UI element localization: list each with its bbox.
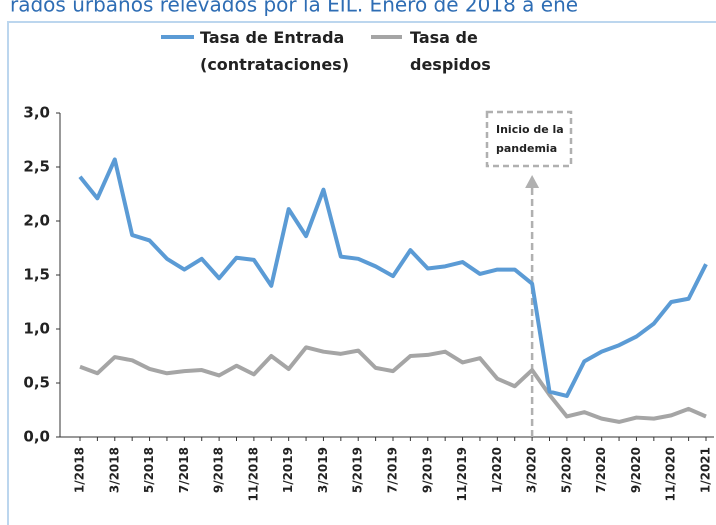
arrow-head (525, 175, 540, 188)
series-line (79, 345, 707, 424)
legend-label: Tasa de Entrada (contrataciones) (200, 28, 349, 74)
y-tick-label: 1,5 (23, 266, 50, 284)
y-tick-label: 2,5 (23, 158, 50, 176)
x-tick-label: 11/2019 (455, 447, 469, 501)
x-tick-label: 1/2021 (699, 447, 713, 493)
x-tick-label: 3/2020 (525, 447, 539, 493)
frame (7, 21, 716, 525)
x-tick-label: 3/2019 (316, 447, 330, 493)
x-tick-label: 7/2019 (386, 447, 400, 493)
x-tick-label: 9/2019 (420, 447, 434, 493)
x-tick-label: 1/2018 (73, 447, 87, 493)
x-tick-label: 1/2019 (281, 447, 295, 493)
x-tick-label: 5/2019 (351, 447, 365, 493)
x-tick-label: 3/2018 (107, 447, 121, 493)
series-line (78, 157, 708, 398)
y-tick-label: 0,0 (23, 428, 50, 446)
y-tick-label: 1,0 (23, 320, 50, 338)
x-tick-label: 5/2020 (559, 447, 573, 493)
x-tick-label: 9/2018 (212, 447, 226, 493)
y-tick-label: 3,0 (23, 104, 50, 122)
x-tick-label: 9/2020 (629, 447, 643, 493)
x-tick-label: 5/2018 (142, 447, 156, 493)
annotation: Inicio de la pandemia (496, 123, 564, 155)
x-tick-label: 11/2020 (664, 447, 678, 501)
legend-label: Tasa de despidos (410, 28, 491, 74)
y-tick-label: 2,0 (23, 212, 50, 230)
x-tick-label: 7/2018 (177, 447, 191, 493)
x-tick-label: 7/2020 (594, 447, 608, 493)
annotation-box (485, 110, 573, 168)
x-tick-label: 1/2020 (490, 447, 504, 493)
chart-title: rados urbanos relevados por la EIL. Ener… (10, 0, 578, 17)
x-tick-label: 11/2018 (246, 447, 260, 501)
y-tick-label: 0,5 (23, 374, 50, 392)
